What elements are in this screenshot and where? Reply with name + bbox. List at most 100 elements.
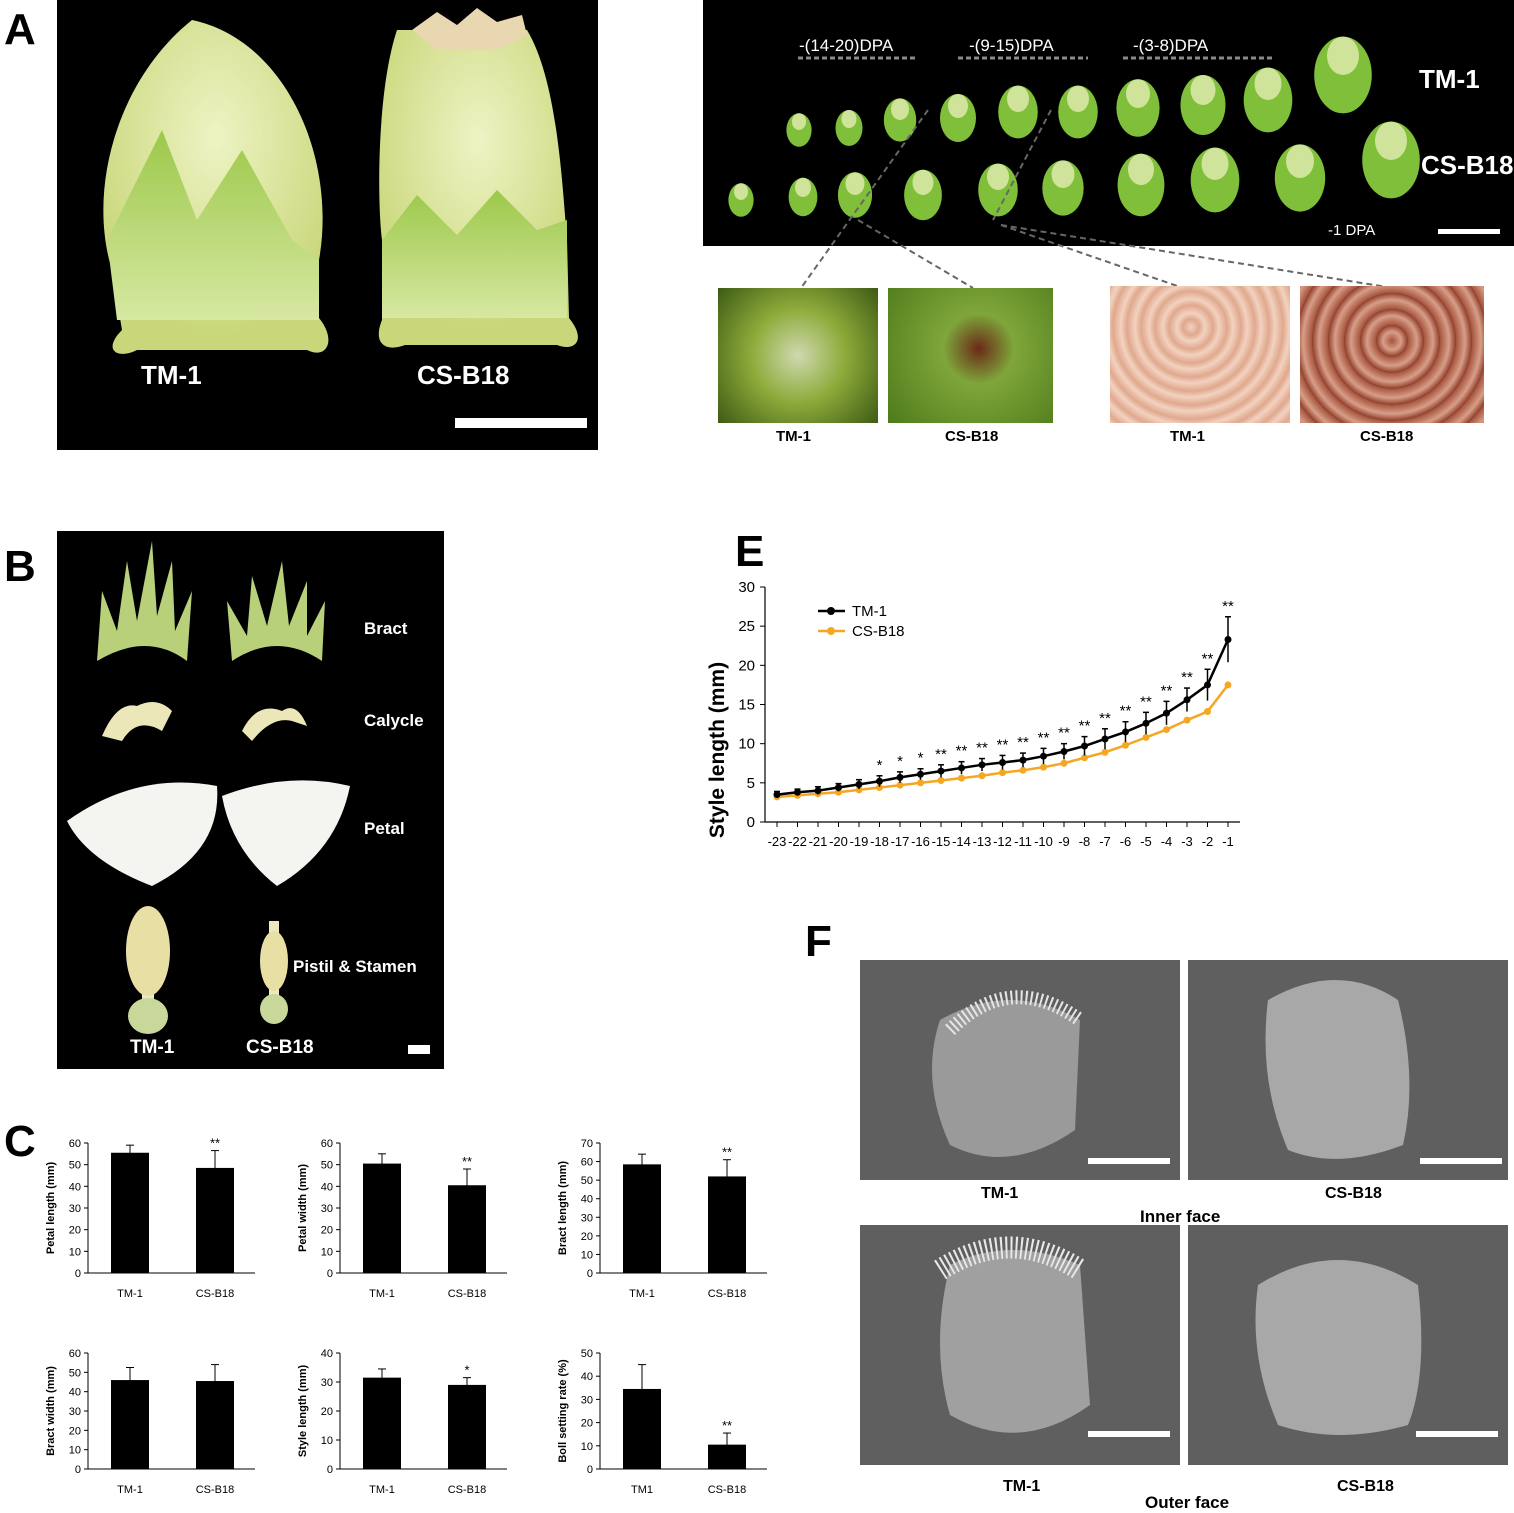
c-y-tick-label: 0 [75, 1268, 81, 1280]
zoom-image-tm1-early [718, 288, 878, 423]
e-data-point [896, 773, 904, 781]
zoom-image-csb18-late [1300, 286, 1484, 423]
c-category-label: TM-1 [369, 1288, 395, 1300]
c-category-label: TM-1 [117, 1288, 143, 1300]
e-data-point [978, 761, 986, 769]
c-category-label: CS-B18 [196, 1484, 235, 1496]
c-y-tick-label: 40 [69, 1387, 81, 1399]
e-x-tick-label: -21 [809, 834, 828, 849]
e-significance-mark: ** [1038, 729, 1050, 746]
e-x-tick-label: -19 [850, 834, 869, 849]
e-data-point [814, 787, 822, 795]
panel-f-letter: F [805, 917, 832, 966]
e-x-tick-label: -8 [1079, 834, 1091, 849]
e-x-tick-label: -20 [829, 834, 848, 849]
bud-tip [734, 183, 748, 201]
c-category-label: CS-B18 [196, 1288, 235, 1300]
e-data-point [835, 784, 842, 792]
c-significance-mark: ** [722, 1418, 732, 1433]
bud-tip [1128, 153, 1154, 185]
e-data-point [855, 780, 863, 788]
c-ylabel: Petal width (mm) [297, 1164, 309, 1252]
c-y-tick-label: 30 [321, 1203, 333, 1215]
panel-b-label-csb18: CS-B18 [246, 1037, 314, 1058]
bud-tip [1327, 36, 1359, 75]
e-significance-mark: ** [956, 743, 968, 760]
e-significance-mark: ** [1161, 682, 1173, 699]
e-ylabel: Style length (mm) [706, 662, 729, 838]
petal-length-bar-chart: Petal length (mm) 0 10 20 30 40 50 60 TM-1 CS-B18… [45, 1136, 255, 1300]
zoom-image-csb18-early [888, 288, 1053, 423]
e-data-point [876, 777, 883, 785]
e-y-tick-label: 10 [738, 736, 755, 753]
e-significance-mark: ** [1099, 710, 1111, 727]
c-y-tick-label: 10 [69, 1246, 81, 1258]
panel-d-photo: -(14-20)DPA -(9-15)DPA -(3-8)DPA TM-1 CS… [703, 0, 1514, 246]
e-data-point [1081, 742, 1088, 750]
e-data-point [896, 781, 904, 789]
c-y-tick-label: 20 [69, 1225, 81, 1237]
f-label-inner-face: Inner face [1140, 1207, 1221, 1226]
c-ylabel: Bract width (mm) [45, 1366, 57, 1456]
bud-tip [1254, 67, 1282, 101]
bract-width-bar-chart: Bract width (mm) 0 10 20 30 40 50 60 TM-1 CS-B18 [45, 1348, 255, 1496]
panel-a-label-csb18: CS-B18 [417, 360, 510, 390]
e-data-point [773, 791, 781, 799]
c-y-tick-label: 50 [581, 1175, 593, 1187]
e-significance-mark: ** [1079, 718, 1091, 735]
e-data-point [1224, 635, 1232, 643]
e-y-tick-label: 15 [738, 697, 755, 714]
c-category-label: CS-B18 [708, 1288, 747, 1300]
stage-label-14-20: -(14-20)DPA [799, 36, 894, 55]
e-data-point [855, 786, 863, 794]
e-y-tick-label: 25 [738, 618, 755, 635]
e-x-tick-label: -5 [1140, 834, 1152, 849]
panel-a-letter: A [4, 5, 36, 54]
style-length-bar-chart: Style length (mm) 0 10 20 30 40 TM-1 CS-B18 * [297, 1348, 507, 1496]
zoom-image-tm1-late [1110, 286, 1290, 423]
e-data-point [876, 784, 883, 792]
e-data-point [1060, 759, 1068, 767]
panel-c-letter: C [4, 1117, 36, 1166]
organ-label-petal: Petal [364, 819, 405, 838]
bud-tip [792, 113, 806, 130]
floral-organs-illustration [67, 541, 350, 1034]
e-x-tick-label: -14 [952, 834, 971, 849]
e-data-point [1163, 726, 1170, 734]
panel-b-label-tm1: TM-1 [130, 1037, 175, 1058]
e-significance-mark: * [877, 757, 883, 774]
e-data-point [1142, 733, 1150, 741]
c-y-tick-label: 10 [321, 1435, 333, 1447]
e-x-tick-label: -6 [1120, 834, 1132, 849]
e-data-point [1142, 719, 1150, 727]
e-data-point [1122, 728, 1129, 736]
e-data-point [1040, 763, 1047, 771]
e-data-point [794, 788, 801, 796]
bract-length-bar-chart: Bract length (mm) 0 10 20 30 40 50 60 70 TM-1 CS-B… [557, 1138, 767, 1300]
e-significance-mark: ** [1202, 650, 1214, 667]
c-y-tick-label: 40 [581, 1371, 593, 1383]
bud-tip [841, 110, 857, 128]
sem-inner-csb18 [1188, 960, 1508, 1180]
e-x-tick-label: -15 [932, 834, 951, 849]
panel-b-photo: Bract Calycle Petal Pistil & Stamen TM-1… [57, 531, 444, 1069]
c-y-tick-label: 60 [581, 1157, 593, 1169]
sem-outer-csb18 [1188, 1225, 1508, 1465]
e-y-tick-label: 0 [747, 814, 755, 831]
c-ylabel: Style length (mm) [297, 1365, 309, 1458]
bud-series-illustration [728, 36, 1420, 221]
f-label-inner-tm1: TM-1 [981, 1185, 1019, 1202]
c-y-tick-label: 40 [321, 1181, 333, 1193]
organ-label-bract: Bract [364, 619, 408, 638]
e-data-point [937, 776, 945, 784]
bud-tip [987, 163, 1009, 190]
c-y-tick-label: 60 [321, 1138, 333, 1150]
organ-label-pistil-stamen: Pistil & Stamen [293, 957, 417, 976]
bud-tip [1190, 75, 1216, 105]
cotton-buds-illustration [103, 8, 578, 354]
e-x-tick-label: -18 [870, 834, 889, 849]
e-data-point [1163, 709, 1170, 717]
e-x-tick-label: -22 [788, 834, 807, 849]
c-category-label: TM-1 [369, 1484, 395, 1496]
e-y-tick-label: 30 [738, 579, 755, 596]
